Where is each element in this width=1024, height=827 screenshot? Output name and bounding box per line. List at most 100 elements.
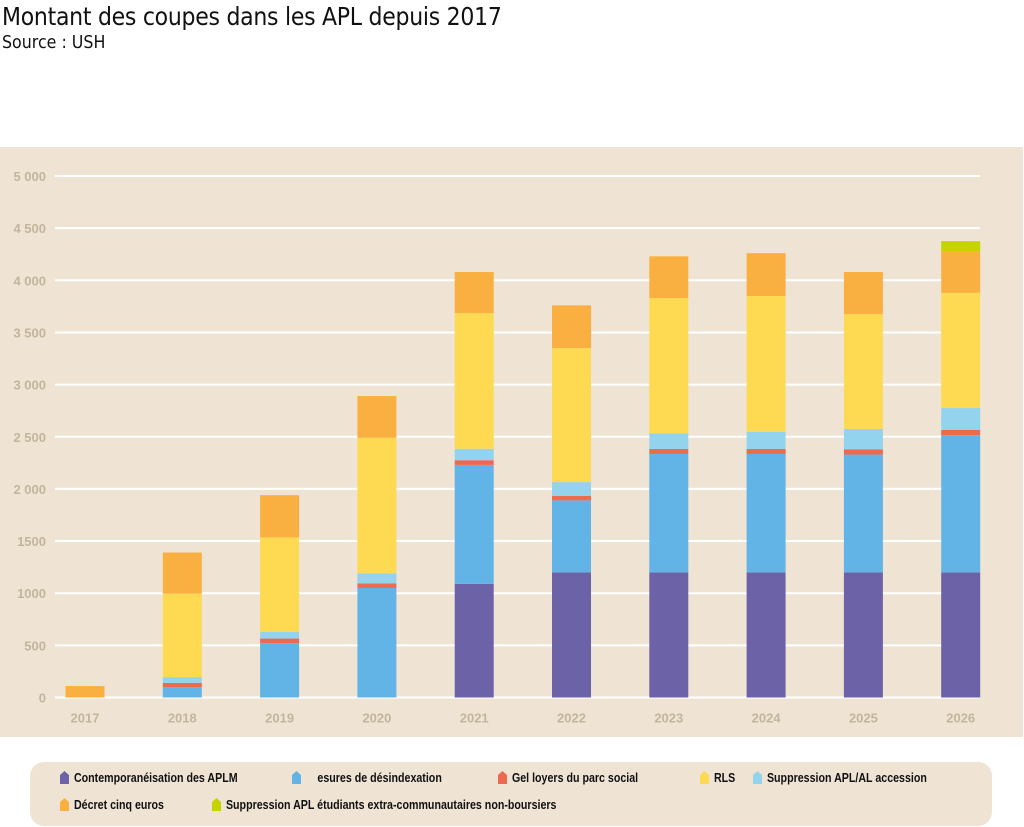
bar-segment [552, 348, 591, 483]
y-tick-label: 0 [39, 691, 46, 706]
bar-segment [649, 453, 689, 573]
bar-segment [162, 677, 202, 683]
x-tick-label: 2026 [946, 711, 975, 726]
y-tick-label: 4 500 [13, 221, 46, 236]
y-tick-label: 4 000 [13, 273, 46, 288]
x-tick-label: 2020 [362, 711, 391, 726]
legend-swatch-icon [60, 771, 70, 784]
legend-swatch-icon [753, 771, 763, 784]
bar-segment [260, 537, 300, 632]
bar-segment [746, 295, 786, 432]
x-tick-label: 2017 [71, 711, 100, 726]
legend-label: esures de désindexation [317, 770, 442, 785]
y-tick-label: 5 000 [13, 169, 46, 184]
bar-segment [162, 682, 202, 688]
bar-segment [941, 241, 981, 252]
stacked-bar-chart: 0 500 1000 1500 2 000 2 500 3 000 3 500 4 000 4 5… [13, 169, 981, 726]
bar-segment [843, 572, 883, 698]
y-tick-label: 500 [24, 638, 46, 653]
bar-segment [941, 572, 981, 698]
bar-segment [649, 298, 689, 434]
x-tick-label: 2018 [168, 711, 197, 726]
bar-segment [454, 464, 494, 584]
x-tick-label: 2021 [460, 711, 489, 726]
bar-segment [162, 593, 202, 678]
bar-segment [260, 638, 300, 644]
x-tick-label: 2022 [557, 711, 586, 726]
x-tick-label: 2023 [654, 711, 683, 726]
bar-segment [843, 449, 883, 455]
x-tick-label: 2024 [752, 711, 782, 726]
legend-swatch-icon [700, 771, 710, 784]
legend-label: Contemporanéisation des APLM [73, 770, 238, 785]
bar-segment [843, 314, 883, 429]
bar-segment [552, 500, 591, 573]
bar-segment [552, 572, 591, 698]
bar-segment [260, 631, 300, 639]
bar-segment [357, 583, 397, 588]
bar-segment [65, 686, 105, 698]
legend-item-accession: Suppression APL/AL accession [753, 770, 927, 785]
bar-segment [552, 495, 591, 501]
legend-label: Gel loyers du parc social [511, 770, 639, 785]
y-tick-label: 2 000 [13, 482, 46, 497]
bar-segment [649, 433, 689, 449]
bar-segment [941, 408, 981, 430]
bar-segment [552, 305, 591, 349]
y-tick-label: 1500 [17, 534, 46, 549]
bar-segment [649, 572, 689, 698]
bar-segment [746, 253, 786, 296]
bar-segment [357, 396, 397, 438]
bar-segment [454, 460, 494, 465]
legend-swatch-icon [498, 771, 508, 784]
y-tick-label: 1000 [17, 586, 46, 601]
legend-item-gel-loyers: Gel loyers du parc social [498, 770, 638, 785]
legend-label: RLS [713, 770, 736, 785]
bar-segment [843, 428, 883, 450]
legend-label: Décret cinq euros [73, 797, 164, 812]
bar-segment [357, 587, 397, 698]
bar-segment [746, 572, 786, 698]
bar-segment [746, 448, 786, 454]
y-tick-label: 3 000 [13, 378, 46, 393]
legend-label: Suppression APL étudiants extra-communau… [225, 797, 557, 812]
legend-swatch-icon [292, 771, 302, 784]
legend-swatch-icon [60, 798, 70, 811]
bar-segment [454, 271, 494, 314]
legend-item-rls: RLS [700, 770, 735, 785]
bar-segment [260, 643, 300, 698]
bar-segment [260, 495, 300, 538]
bar-segment [454, 448, 494, 461]
legend-item-decret-cinq-euros: Décret cinq euros [60, 797, 164, 812]
bar-segment [843, 271, 883, 315]
legend-swatch-icon [212, 798, 222, 811]
bar-segment [357, 573, 397, 584]
bar-segment [941, 429, 981, 436]
bar-segment [162, 552, 202, 594]
x-tick-label: 2025 [849, 711, 878, 726]
bar-segment [941, 435, 981, 573]
bar-segment [746, 453, 786, 573]
bar-segment [162, 687, 202, 698]
legend-item-aplm: Contemporanéisation des APLM [60, 770, 238, 785]
bar-segment [941, 251, 981, 293]
bar-segment [454, 313, 494, 449]
bar-segment [552, 482, 591, 496]
chart-panel: 0 500 1000 1500 2 000 2 500 3 000 3 500 4 000 4 5… [0, 147, 1023, 737]
y-tick-label: 3 500 [13, 325, 46, 340]
chart-legend: Contemporanéisation des APLM esures de d… [30, 762, 992, 826]
y-tick-label: 2 500 [13, 430, 46, 445]
bar-segment [843, 454, 883, 573]
bar-segment [357, 437, 397, 574]
legend-label: Suppression APL/AL accession [766, 770, 927, 785]
chart-source: Source : USH [2, 32, 106, 53]
bar-segment [454, 583, 494, 698]
legend-item-desindexation: esures de désindexation [292, 770, 442, 785]
chart-title: Montant des coupes dans les APL depuis 2… [2, 2, 502, 31]
x-tick-label: 2019 [265, 711, 294, 726]
bar-segment [649, 448, 689, 454]
legend-item-etudiants: Suppression APL étudiants extra-communau… [212, 797, 556, 812]
bar-segment [746, 431, 786, 449]
bar-segment [941, 292, 981, 409]
bar-segment [649, 256, 689, 299]
